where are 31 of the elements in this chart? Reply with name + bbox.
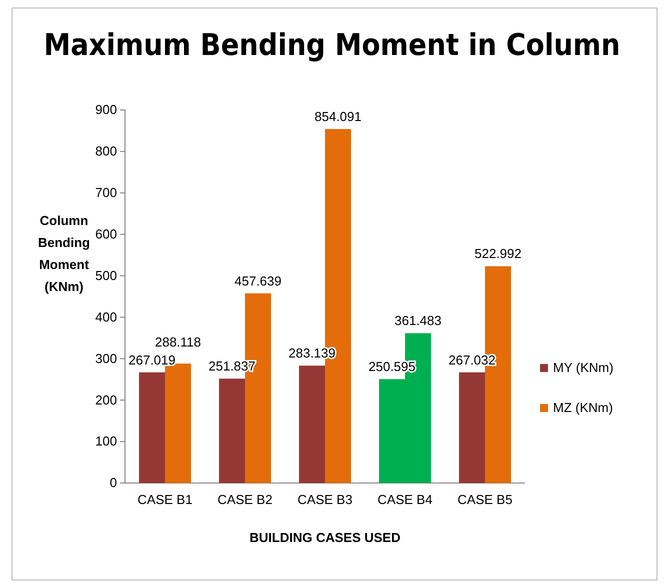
y-tick-label: 300 (95, 350, 117, 366)
x-tick-label: CASE B5 (458, 492, 512, 508)
y-tick-label: 600 (95, 226, 117, 242)
x-tick-label: CASE B2 (218, 492, 272, 508)
y-tick-label: 0 (110, 475, 117, 490)
data-label: 522.992 (474, 246, 522, 262)
bar (219, 378, 245, 483)
x-tick-label: CASE B4 (378, 492, 432, 508)
y-tick-label: 100 (95, 434, 117, 449)
data-label: 361.483 (394, 313, 442, 328)
bar (165, 364, 191, 483)
bar (459, 372, 485, 483)
bar (299, 366, 325, 483)
y-tick-label: 500 (95, 268, 117, 283)
x-axis-title: BUILDING CASES USED (250, 530, 400, 545)
data-label: 457.639 (234, 273, 282, 288)
chart-title: Maximum Bending Moment in Column (44, 28, 620, 63)
y-tick-label: 700 (95, 185, 117, 200)
x-tick-label: CASE B1 (138, 492, 192, 508)
bar (139, 372, 165, 483)
legend-label: MY (KNm) (553, 360, 614, 375)
legend-label: MZ (KNm) (553, 400, 613, 415)
data-label: 854.091 (314, 109, 362, 124)
y-tick-label: 400 (95, 309, 117, 324)
y-tick-label: 200 (95, 392, 117, 408)
data-label: 267.019 (128, 352, 176, 368)
y-axis-title: Column Bending Moment (KNm) (38, 213, 90, 294)
y-tick-label: 900 (95, 102, 117, 118)
data-label: 288.118 (154, 334, 202, 350)
y-tick-label: 800 (95, 144, 117, 159)
x-tick-label: CASE B3 (298, 492, 352, 508)
